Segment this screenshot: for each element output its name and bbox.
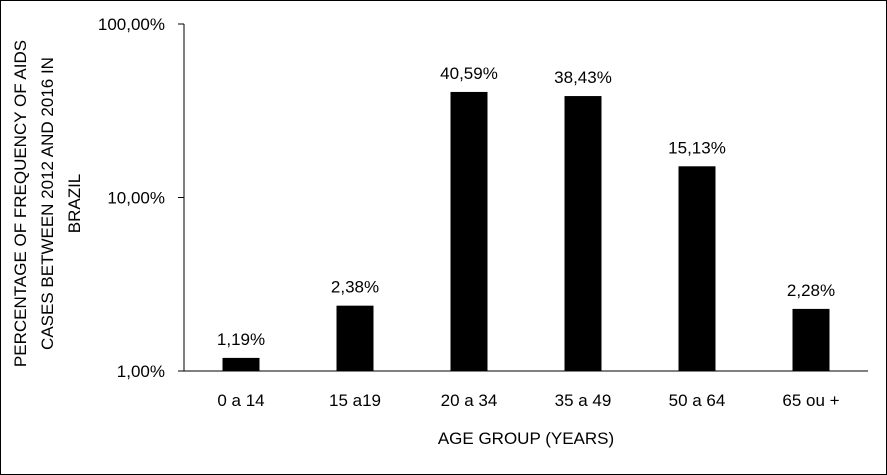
- bar: [222, 357, 260, 371]
- data-label: 2,38%: [331, 278, 379, 297]
- bar: [792, 308, 830, 371]
- data-label: 38,43%: [554, 68, 612, 87]
- bar: [336, 305, 374, 371]
- y-axis-title-line: PERCENTAGE OF FREQUENCY OF AIDS: [11, 40, 30, 367]
- y-axis-title-line: BRAZIL: [65, 174, 84, 234]
- data-label: 2,28%: [787, 281, 835, 300]
- x-tick-label: 65 ou +: [782, 391, 839, 410]
- x-tick-label: 50 a 64: [669, 391, 726, 410]
- x-axis: 0 a 14 15 a19 20 a 34 35 a 49 50 a 64 65 ou +: [184, 370, 868, 410]
- y-axis: 1,00% 10,00% 100,00%: [98, 15, 185, 381]
- data-label: 15,13%: [668, 138, 726, 157]
- y-tick-label: 100,00%: [98, 15, 165, 34]
- data-label: 40,59%: [440, 64, 498, 83]
- x-tick-label: 0 a 14: [217, 391, 264, 410]
- data-labels: 1,19% 2,38% 40,59% 38,43% 15,13% 2,28%: [217, 64, 835, 349]
- x-tick-label: 35 a 49: [555, 391, 612, 410]
- y-tick-label: 1,00%: [117, 362, 165, 381]
- x-axis-title: AGE GROUP (YEARS): [438, 429, 614, 448]
- bar: [678, 166, 716, 371]
- bars: [222, 91, 830, 371]
- y-axis-title-line: CASES BETWEEN 2012 AND 2016 IN: [38, 57, 57, 350]
- bar: [564, 96, 602, 371]
- x-tick-label: 15 a19: [329, 391, 381, 410]
- y-axis-title: PERCENTAGE OF FREQUENCY OF AIDS CASES BET…: [11, 40, 84, 367]
- y-tick-label: 10,00%: [107, 189, 165, 208]
- data-label: 1,19%: [217, 330, 265, 349]
- x-tick-label: 20 a 34: [441, 391, 498, 410]
- bar: [450, 91, 488, 371]
